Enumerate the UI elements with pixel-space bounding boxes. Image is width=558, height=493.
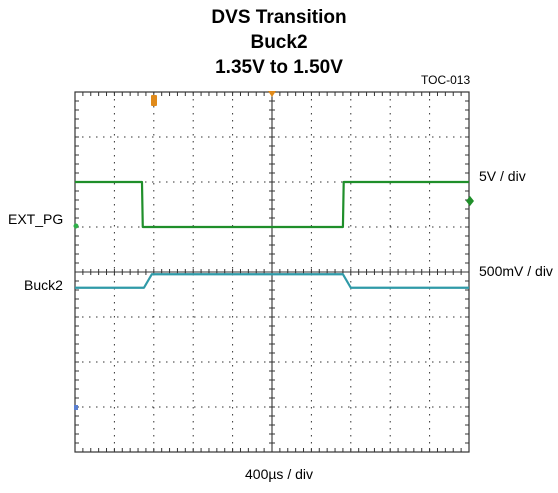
chart-title-line-3: 1.35V to 1.50V xyxy=(215,57,343,78)
trigger-position-icon xyxy=(268,91,276,97)
chart-title-line-1: DVS Transition xyxy=(211,7,347,28)
cursor-marker-icon xyxy=(151,95,157,106)
chart-title-line-2: Buck2 xyxy=(250,32,308,53)
plot-grid xyxy=(74,91,470,453)
figure-id: TOC-013 xyxy=(421,73,471,87)
ch3-ground-marker-icon xyxy=(74,405,78,410)
ch1-level-marker-icon xyxy=(466,196,474,206)
ch1-scale-label: 5V / div xyxy=(479,168,526,184)
plot-markers xyxy=(73,91,474,410)
ch1-ground-marker-icon xyxy=(73,223,79,229)
plot-traces xyxy=(75,180,469,289)
ch2-label: Buck2 xyxy=(24,277,63,293)
ch2-scale-label: 500mV / div xyxy=(479,263,553,279)
time-scale-label: 400µs / div xyxy=(245,466,313,482)
series-line-ext-pg xyxy=(75,180,469,229)
series-line-buck2 xyxy=(75,273,469,289)
ch1-label: EXT_PG xyxy=(8,211,64,227)
